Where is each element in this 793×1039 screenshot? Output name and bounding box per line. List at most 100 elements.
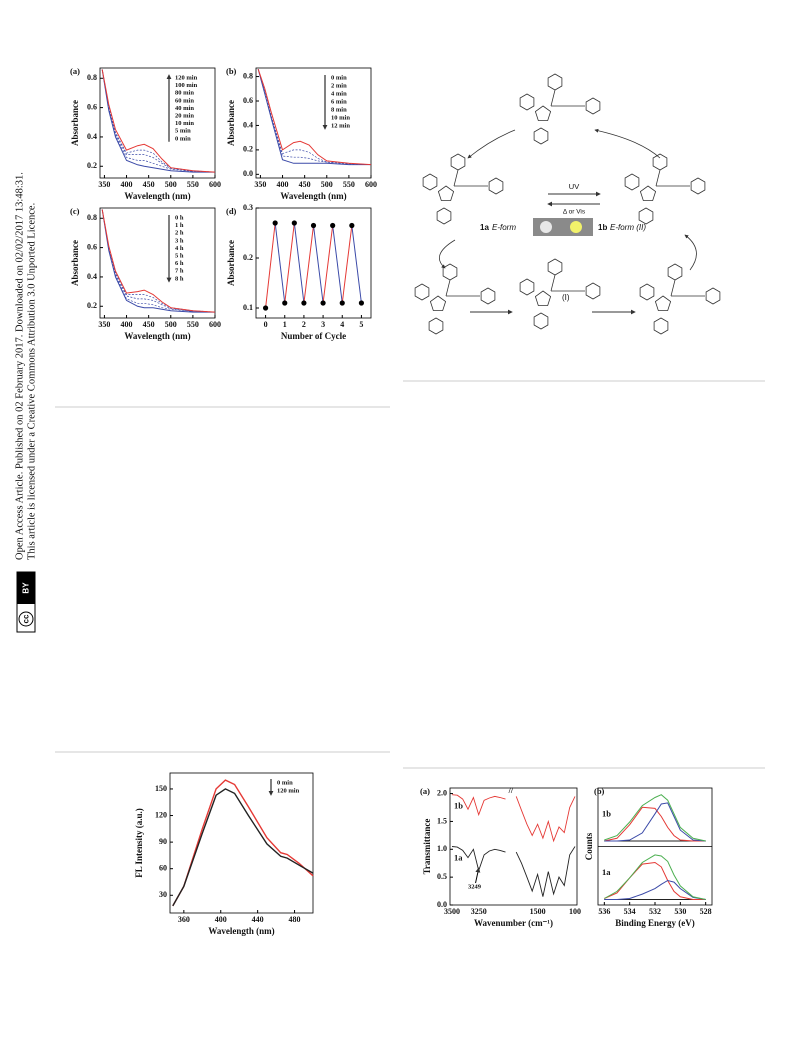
cycle-segment <box>274 222 286 304</box>
molecule-ring <box>533 312 549 330</box>
x-tick-label: 400 <box>215 915 227 924</box>
legend-entry: 5 h <box>175 252 184 259</box>
y-tick-label: 0.0 <box>437 900 447 909</box>
cycle-segment <box>322 225 334 304</box>
legend-entry: 80 min <box>175 90 194 97</box>
series-line <box>101 69 216 173</box>
y-tick-label: 0.4 <box>87 132 97 141</box>
label-1b-form: E-form (II) <box>610 223 646 232</box>
sidebar-text: This article is licensed under a Creativ… <box>26 203 37 560</box>
x-tick-label: 450 <box>143 180 155 189</box>
series-label: 1b <box>454 801 463 811</box>
x-tick-label: 3 <box>321 320 325 329</box>
x-tick-label: 600 <box>365 180 377 189</box>
x-tick-label: 450 <box>143 320 155 329</box>
molecule-ring <box>639 283 655 301</box>
label-1a-form: E-form <box>492 223 516 232</box>
legend-entry: 10 min <box>331 114 350 121</box>
molecule-ring <box>488 177 504 195</box>
x-tick-label: 2 <box>302 320 306 329</box>
cycle-point <box>301 300 307 306</box>
x-tick-label: 550 <box>343 180 355 189</box>
series-line <box>451 794 576 843</box>
y-tick-label: 60 <box>159 864 167 873</box>
x-tick-label: 600 <box>209 180 221 189</box>
legend-entry: 12 min <box>331 122 350 129</box>
y-tick-label: 0.2 <box>243 145 253 154</box>
x-axis-label: Wavenumber (cm⁻¹) <box>474 918 553 928</box>
cycle-point <box>310 222 317 229</box>
y-axis-label: Absorbance <box>70 240 80 286</box>
series-line <box>257 69 371 166</box>
legend-entry: 0 min <box>277 779 293 786</box>
series-line <box>604 802 706 842</box>
molecule-bond <box>670 279 676 297</box>
molecule-ring <box>422 173 438 191</box>
plot-frame <box>449 787 578 906</box>
molecule-ring <box>585 282 601 300</box>
molecule-ring <box>519 93 535 111</box>
series-line <box>604 806 706 842</box>
series-line <box>101 69 216 173</box>
x-axis-label: Wavelength (nm) <box>280 191 346 201</box>
scheme-arrow <box>684 234 697 271</box>
x-tick-label: 530 <box>674 907 686 916</box>
plot-frame <box>255 207 372 319</box>
x-tick-label: 1 <box>283 320 287 329</box>
y-tick-label: 0.8 <box>87 73 97 82</box>
x-tick-label: 440 <box>252 915 264 924</box>
legend-entry: 120 min <box>175 74 198 81</box>
cycle-point <box>339 300 345 306</box>
x-tick-label: 400 <box>277 180 289 189</box>
legend-entry: 0 min <box>175 135 191 142</box>
y-axis-label: FL Intensity (a.u.) <box>134 808 144 878</box>
x-tick-label: 3500 <box>444 907 460 916</box>
photo-sample <box>540 221 552 233</box>
legend-entry: 4 h <box>175 245 184 252</box>
y-axis-label: Counts <box>584 832 594 860</box>
y-tick-label: 0.2 <box>243 253 253 262</box>
molecule-ring <box>429 295 447 311</box>
x-tick-label: 350 <box>98 180 110 189</box>
cycle-segment <box>293 222 305 304</box>
molecule-ring <box>480 287 496 305</box>
molecule-ring <box>519 278 535 296</box>
x-tick-label: 550 <box>187 180 199 189</box>
x-tick-label: 0 <box>264 320 268 329</box>
legend-entry: 8 h <box>175 275 184 282</box>
molecule-bond <box>550 89 556 107</box>
molecule-ring <box>437 185 455 201</box>
x-axis-label: Binding Energy (eV) <box>615 918 695 928</box>
y-tick-label: 0.5 <box>437 872 447 881</box>
y-tick-label: 0.3 <box>243 203 253 212</box>
molecule-ring <box>414 283 430 301</box>
y-tick-label: 0.6 <box>243 96 253 105</box>
legend-entry: 1 h <box>175 222 184 229</box>
y-axis-label: Absorbance <box>226 100 236 146</box>
plot-frame <box>99 67 216 179</box>
x-tick-label: 480 <box>289 915 301 924</box>
molecule-ring <box>534 105 552 121</box>
y-axis-label: Transmittance <box>422 819 432 875</box>
scheme: UV Δ or Vis 1a E-form 1b E-form (II) (I) <box>438 128 697 315</box>
molecule-ring <box>534 290 552 306</box>
badge-dark <box>17 572 35 604</box>
panel-label: (b) <box>594 786 605 796</box>
panel-label: (c) <box>70 206 80 216</box>
x-axis-label: Wavelength (nm) <box>208 926 274 936</box>
sidebar-line-1: Open Access Article. Published on 02 Feb… <box>14 172 25 560</box>
legend-entry: 10 min <box>175 120 194 127</box>
x-axis-label: Number of Cycle <box>281 331 346 341</box>
x-tick-label: 350 <box>98 320 110 329</box>
cycle-point <box>349 222 355 229</box>
y-tick-label: 0.8 <box>243 71 253 80</box>
series-line <box>101 209 216 313</box>
x-tick-label: 500 <box>165 180 177 189</box>
molecule-ring <box>639 185 657 201</box>
series-line <box>172 788 314 907</box>
y-tick-label: 0.4 <box>87 272 97 281</box>
sidebar-line-2: This article is licensed under a Creativ… <box>26 203 37 560</box>
legend-entry: 7 h <box>175 268 184 275</box>
plot-frame <box>169 772 314 914</box>
